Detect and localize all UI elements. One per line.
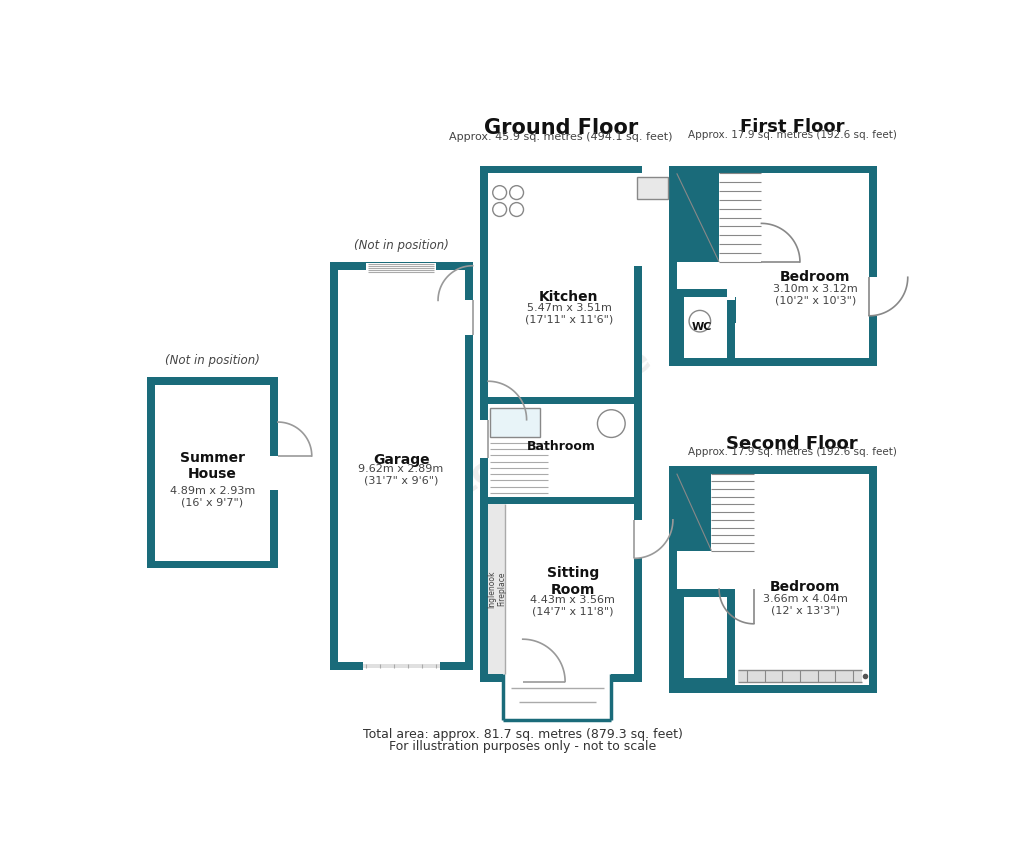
Bar xyxy=(503,674,610,720)
Bar xyxy=(480,497,642,505)
Bar xyxy=(330,262,472,270)
Text: Christopher Palle: Christopher Palle xyxy=(372,344,657,557)
Text: Approx. 17.9 sq. metres (192.6 sq. feet): Approx. 17.9 sq. metres (192.6 sq. feet) xyxy=(687,447,896,458)
Text: Approx. 17.9 sq. metres (192.6 sq. feet): Approx. 17.9 sq. metres (192.6 sq. feet) xyxy=(687,130,896,140)
Bar xyxy=(868,466,876,693)
Bar xyxy=(676,289,734,358)
Bar xyxy=(676,173,761,262)
Bar xyxy=(684,297,727,358)
Text: For illustration purposes only - not to scale: For illustration purposes only - not to … xyxy=(388,740,656,753)
Bar xyxy=(366,264,435,270)
Bar xyxy=(522,674,569,681)
Bar xyxy=(668,466,676,693)
Bar xyxy=(668,466,876,473)
Bar xyxy=(868,166,876,366)
Bar xyxy=(480,166,642,173)
Bar xyxy=(480,166,488,681)
Bar xyxy=(634,173,680,181)
Text: WC: WC xyxy=(691,323,711,332)
Bar xyxy=(270,377,277,569)
Bar xyxy=(362,662,439,670)
Text: 4.43m x 3.56m
(14'7" x 11'8"): 4.43m x 3.56m (14'7" x 11'8") xyxy=(530,596,614,617)
Text: Inglenook
Fireplace: Inglenook Fireplace xyxy=(486,570,505,608)
Bar xyxy=(676,590,734,686)
Bar xyxy=(465,300,472,335)
Text: 3.10m x 3.12m
(10'2" x 10'3"): 3.10m x 3.12m (10'2" x 10'3") xyxy=(772,284,857,306)
Bar xyxy=(668,166,876,366)
Bar xyxy=(710,473,753,551)
Bar xyxy=(684,596,727,678)
Bar xyxy=(330,662,472,670)
Bar xyxy=(868,277,876,316)
Bar xyxy=(480,674,642,681)
Bar xyxy=(761,254,768,262)
Text: Second Floor: Second Floor xyxy=(726,435,857,453)
Bar xyxy=(480,396,642,404)
Bar xyxy=(465,262,472,670)
Text: Bathroom: Bathroom xyxy=(526,440,595,453)
Text: Ground Floor: Ground Floor xyxy=(484,118,638,138)
Text: Total area: approx. 81.7 sq. metres (879.3 sq. feet): Total area: approx. 81.7 sq. metres (879… xyxy=(363,727,682,740)
Bar xyxy=(673,173,680,266)
Bar xyxy=(634,258,680,266)
Text: 5.47m x 3.51m
(17'11" x 11'6"): 5.47m x 3.51m (17'11" x 11'6") xyxy=(525,303,612,324)
Text: Bedroom: Bedroom xyxy=(780,271,850,284)
Bar xyxy=(734,297,736,323)
Bar xyxy=(330,262,337,670)
Bar xyxy=(738,670,861,682)
Bar xyxy=(676,473,753,551)
Bar xyxy=(718,173,761,262)
Bar xyxy=(668,166,676,366)
Bar xyxy=(270,456,277,490)
Bar xyxy=(330,262,472,670)
Text: Garage: Garage xyxy=(372,453,429,466)
Text: Approx. 45.9 sq. metres (494.1 sq. feet): Approx. 45.9 sq. metres (494.1 sq. feet) xyxy=(449,132,673,142)
Bar xyxy=(490,408,540,438)
Text: Bedroom: Bedroom xyxy=(769,580,840,594)
Bar xyxy=(668,686,876,693)
Bar xyxy=(147,377,277,569)
Bar xyxy=(668,466,876,693)
Bar xyxy=(488,505,504,674)
Bar xyxy=(636,177,666,199)
Bar xyxy=(634,173,673,266)
Bar xyxy=(727,289,734,300)
Text: Kitchen: Kitchen xyxy=(539,290,598,303)
Bar xyxy=(634,166,642,681)
Bar xyxy=(480,420,488,459)
Text: (Not in position): (Not in position) xyxy=(354,239,448,252)
Text: 4.89m x 2.93m
(16' x 9'7"): 4.89m x 2.93m (16' x 9'7") xyxy=(169,486,255,507)
Bar xyxy=(362,664,439,668)
Bar xyxy=(147,377,277,385)
Text: 3.66m x 4.04m
(12' x 13'3"): 3.66m x 4.04m (12' x 13'3") xyxy=(762,594,847,616)
Bar xyxy=(668,166,876,173)
Bar xyxy=(634,520,642,558)
Text: First Floor: First Floor xyxy=(739,118,844,136)
Bar xyxy=(147,377,155,569)
Bar xyxy=(147,561,277,569)
Text: (Not in position): (Not in position) xyxy=(165,355,260,368)
Bar xyxy=(668,358,876,366)
Text: 9.62m x 2.89m
(31'7" x 9'6"): 9.62m x 2.89m (31'7" x 9'6") xyxy=(358,465,443,486)
Text: Sitting
Room: Sitting Room xyxy=(546,566,598,596)
Bar xyxy=(480,166,642,681)
Text: Summer
House: Summer House xyxy=(179,451,245,481)
Bar xyxy=(745,582,753,593)
